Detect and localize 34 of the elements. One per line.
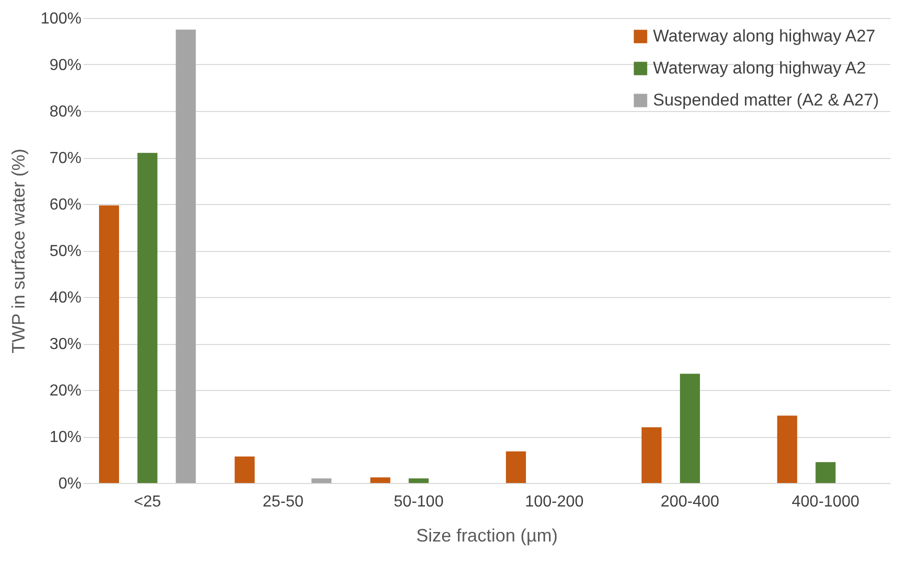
bar xyxy=(176,30,196,483)
y-tick-label: 60% xyxy=(49,196,82,214)
bar xyxy=(234,456,255,483)
y-tick-label: 20% xyxy=(49,382,82,400)
bar xyxy=(370,477,390,483)
x-tick-label: 200-400 xyxy=(660,494,720,510)
bar xyxy=(777,416,798,483)
bar xyxy=(816,462,836,483)
y-tick-label: 90% xyxy=(49,57,82,74)
y-tick-label: 50% xyxy=(49,243,82,260)
x-axis-title: Size fraction (µm) xyxy=(416,526,558,546)
y-tick-label: 0% xyxy=(58,476,82,492)
y-tick-label: 70% xyxy=(49,150,82,167)
legend-label: Waterway along highway A27 xyxy=(653,26,876,46)
y-axis-title: TWP in surface water (%) xyxy=(8,148,29,354)
y-tick-label: 30% xyxy=(49,336,82,353)
bar xyxy=(137,152,158,483)
x-tick-label: 25-50 xyxy=(262,494,304,510)
x-tick-label: 50-100 xyxy=(394,494,444,510)
bar xyxy=(408,478,429,483)
bar xyxy=(311,478,332,483)
x-tick-label: 100-200 xyxy=(524,494,584,510)
bar xyxy=(680,374,700,483)
legend-label: Suspended matter (A2 & A27) xyxy=(653,90,879,110)
x-tick-label: <25 xyxy=(134,494,162,510)
legend-label: Waterway along highway A2 xyxy=(653,58,866,78)
y-tick-label: 40% xyxy=(49,290,82,306)
y-tick-label: 80% xyxy=(49,104,82,120)
y-tick-label: 100% xyxy=(40,10,82,28)
bar xyxy=(99,205,120,483)
bar xyxy=(642,427,662,483)
bar xyxy=(506,451,526,483)
y-tick-label: 10% xyxy=(49,429,82,446)
x-tick-label: 400-1000 xyxy=(792,494,860,510)
